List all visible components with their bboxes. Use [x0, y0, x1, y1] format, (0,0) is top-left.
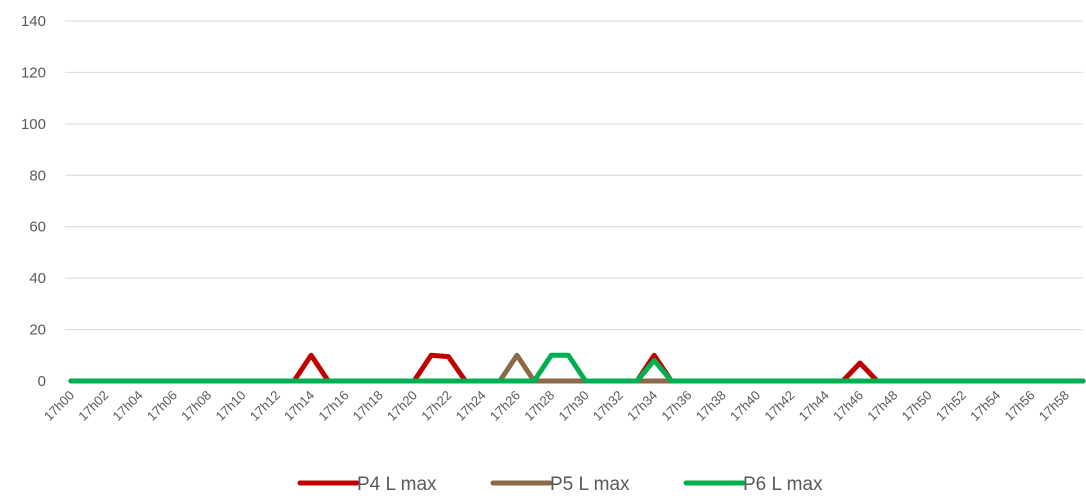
- x-tick-label: 17h00: [41, 388, 77, 424]
- x-tick-label: 17h28: [521, 388, 557, 424]
- y-tick-label: 80: [29, 167, 46, 184]
- x-tick-label: 17h14: [281, 388, 317, 424]
- x-tick-label: 17h22: [418, 388, 454, 424]
- x-tick-label: 17h18: [350, 388, 386, 424]
- x-tick-label: 17h46: [830, 388, 866, 424]
- y-tick-label: 60: [29, 219, 46, 236]
- y-tick-label: 100: [21, 116, 46, 133]
- x-tick-label: 17h24: [453, 388, 489, 424]
- x-tick-label: 17h42: [761, 388, 797, 424]
- legend-label: P5 L max: [550, 474, 630, 494]
- x-tick-label: 17h04: [110, 388, 146, 424]
- x-tick-label: 17h58: [1036, 388, 1072, 424]
- series-lines: [68, 352, 1086, 384]
- x-tick-label: 17h08: [178, 388, 214, 424]
- y-tick-label: 0: [38, 373, 46, 390]
- y-axis-ticks: 0 20 40 60 80 100 120 140: [21, 13, 46, 390]
- x-tick-label: 17h20: [384, 388, 420, 424]
- x-tick-label: 17h12: [247, 388, 283, 424]
- y-tick-label: 20: [29, 322, 46, 339]
- y-tick-label: 140: [21, 13, 46, 30]
- x-tick-label: 17h32: [590, 388, 626, 424]
- legend-label: P4 L max: [357, 474, 437, 494]
- x-tick-label: 17h16: [315, 388, 351, 424]
- x-tick-label: 17h06: [144, 388, 180, 424]
- x-tick-label: 17h44: [796, 388, 832, 424]
- gridlines: [65, 20, 1083, 382]
- x-tick-label: 17h50: [899, 388, 935, 424]
- x-tick-label: 17h34: [624, 388, 660, 424]
- legend-label: P6 L max: [743, 474, 823, 494]
- y-tick-label: 120: [21, 64, 46, 81]
- x-tick-label: 17h52: [933, 388, 969, 424]
- x-tick-label: 17h38: [693, 388, 729, 424]
- x-tick-label: 17h54: [967, 388, 1003, 424]
- x-tick-label: 17h40: [727, 388, 763, 424]
- x-tick-label: 17h10: [212, 388, 248, 424]
- x-tick-label: 17h02: [75, 388, 111, 424]
- x-tick-label: 17h30: [556, 388, 592, 424]
- x-tick-label: 17h56: [1001, 388, 1037, 424]
- series-line-6: [68, 352, 1086, 384]
- x-tick-label: 17h26: [487, 388, 523, 424]
- x-axis-ticks: 17h0017h0217h0417h0617h0817h1017h1217h14…: [41, 388, 1072, 424]
- x-tick-label: 17h48: [864, 388, 900, 424]
- x-tick-label: 17h36: [658, 388, 694, 424]
- y-tick-label: 40: [29, 270, 46, 287]
- legend: P4 L max P5 L max P6 L max: [297, 474, 823, 495]
